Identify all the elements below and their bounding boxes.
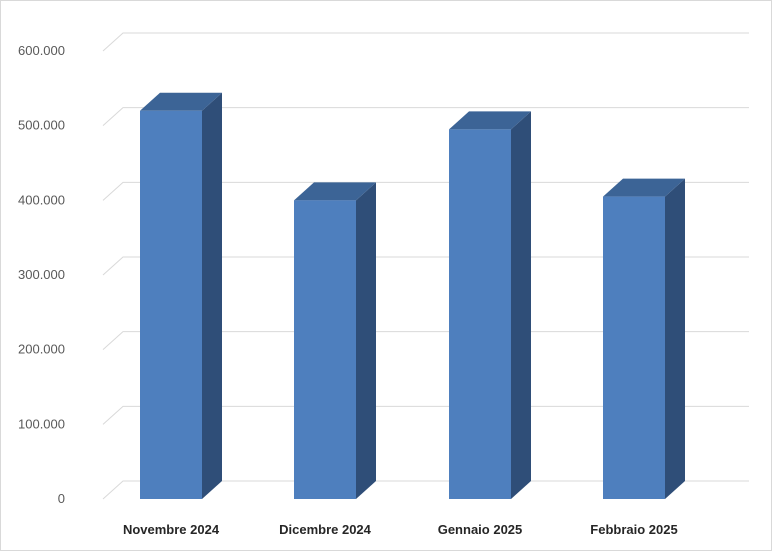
bar-front-face <box>603 196 665 499</box>
bar-side-face <box>356 182 376 500</box>
category-label: Febbraio 2025 <box>590 522 677 537</box>
y-tick-label: 500.000 <box>18 118 65 133</box>
bar-side-face <box>665 178 685 499</box>
y-tick-label: 300.000 <box>18 267 65 282</box>
x-axis-categories: Novembre 2024 Dicembre 2024 Gennaio 2025… <box>123 522 678 537</box>
bar-top-face <box>140 92 222 111</box>
bars <box>140 92 685 500</box>
bar-side-face <box>202 92 222 499</box>
gridline <box>102 32 749 52</box>
y-tick-label: 400.000 <box>18 192 65 207</box>
bar-1 <box>140 92 222 499</box>
bar-2 <box>294 182 376 500</box>
bar-top-face <box>603 178 685 197</box>
category-label: Gennaio 2025 <box>438 522 523 537</box>
bar-side-face <box>511 111 531 500</box>
bar-top-face <box>294 182 376 201</box>
gridline <box>102 256 749 276</box>
bar-front-face <box>294 200 356 500</box>
category-label: Dicembre 2024 <box>279 522 372 537</box>
bar-4 <box>603 178 685 499</box>
y-tick-label: 100.000 <box>18 416 65 431</box>
bar-3 <box>449 111 531 500</box>
gridline <box>102 480 749 500</box>
category-label: Novembre 2024 <box>123 522 220 537</box>
gridline <box>102 331 749 351</box>
y-tick-label: 0 <box>58 491 65 506</box>
gridline <box>102 405 749 425</box>
y-tick-label: 600.000 <box>18 43 65 58</box>
bar-front-face <box>449 129 511 499</box>
y-tick-label: 200.000 <box>18 342 65 357</box>
gridlines <box>102 32 749 500</box>
gridline <box>102 107 749 127</box>
bar-top-face <box>449 111 531 130</box>
gridline <box>102 181 749 201</box>
y-axis-ticks: 0 100.000 200.000 300.000 400.000 500.00… <box>18 43 65 506</box>
bar-front-face <box>140 110 202 499</box>
